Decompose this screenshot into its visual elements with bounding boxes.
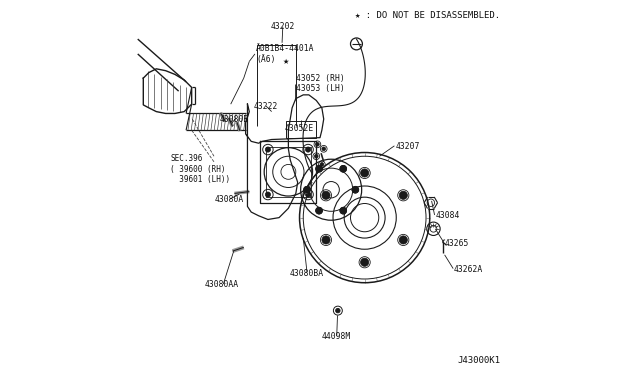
Circle shape [266, 192, 271, 197]
Text: 43207: 43207 [396, 142, 420, 151]
Text: 43202: 43202 [271, 22, 295, 31]
Bar [286, 121, 316, 138]
Circle shape [316, 166, 323, 172]
Circle shape [340, 207, 347, 214]
Circle shape [305, 192, 310, 197]
Circle shape [360, 258, 369, 266]
Text: Ã0B1B4-4401A
(Ã6): Ã0B1B4-4401A (Ã6) [256, 44, 314, 64]
Circle shape [399, 191, 408, 199]
Text: 43052E: 43052E [285, 124, 314, 133]
Circle shape [352, 186, 358, 193]
Circle shape [322, 147, 326, 151]
Circle shape [322, 191, 330, 199]
Circle shape [320, 163, 324, 166]
Circle shape [314, 154, 318, 158]
Text: ★ : DO NOT BE DISASSEMBLED.: ★ : DO NOT BE DISASSEMBLED. [355, 11, 500, 20]
Circle shape [316, 142, 319, 146]
Circle shape [340, 166, 347, 172]
Text: 43080A: 43080A [214, 195, 243, 203]
Circle shape [399, 236, 408, 244]
Text: SEC.396
( 39600 (RH)
  39601 (LH)): SEC.396 ( 39600 (RH) 39601 (LH)) [170, 154, 230, 184]
Text: 43080BA: 43080BA [290, 269, 324, 278]
Circle shape [360, 169, 369, 177]
Circle shape [266, 147, 271, 152]
Text: 43265: 43265 [445, 239, 469, 248]
Text: 43222: 43222 [254, 102, 278, 110]
Text: ★: ★ [283, 57, 289, 66]
Text: 43080AA: 43080AA [205, 280, 239, 289]
Text: 43080B: 43080B [220, 115, 249, 124]
Text: 43052 (RH)
43053 (LH): 43052 (RH) 43053 (LH) [296, 74, 344, 93]
Text: 44098M: 44098M [322, 332, 351, 341]
Text: J43000K1: J43000K1 [458, 356, 500, 365]
Circle shape [305, 147, 310, 152]
Text: 43262A: 43262A [454, 265, 483, 274]
Circle shape [316, 207, 323, 214]
Circle shape [322, 236, 330, 244]
Circle shape [335, 308, 340, 313]
Circle shape [303, 186, 310, 193]
Text: 43084: 43084 [435, 211, 460, 220]
